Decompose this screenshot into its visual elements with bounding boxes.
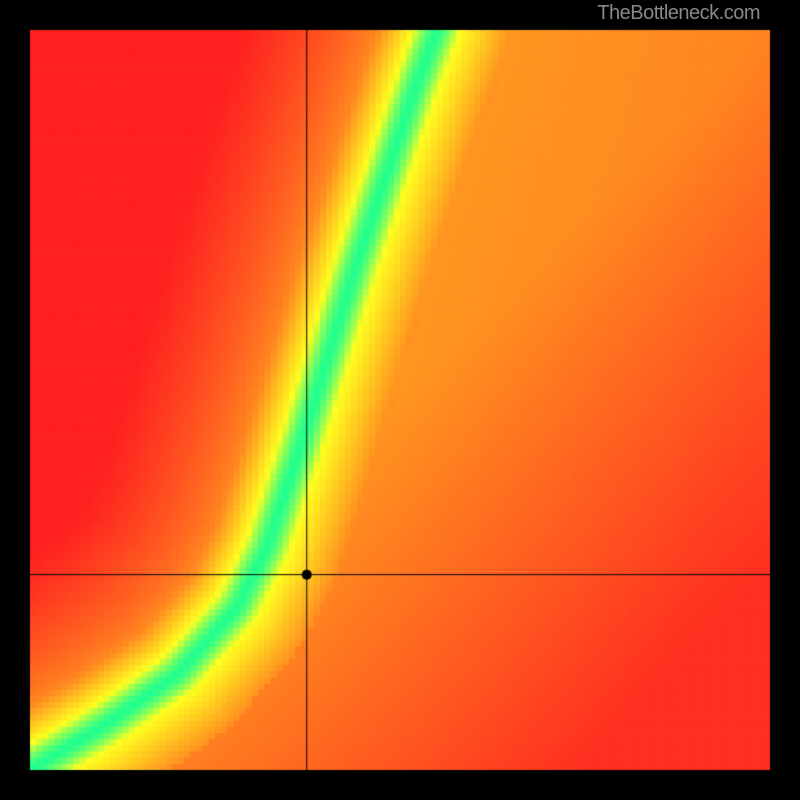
- chart-container: TheBottleneck.com: [0, 0, 800, 800]
- watermark-text: TheBottleneck.com: [597, 2, 760, 25]
- bottleneck-heatmap: [0, 0, 800, 800]
